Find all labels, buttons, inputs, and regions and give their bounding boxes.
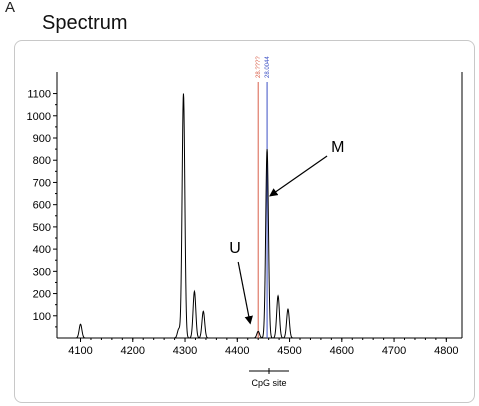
- marker-lines: 28.???? 28.0044: [256, 56, 271, 338]
- spectrum-trace: [57, 93, 462, 339]
- marker-label: 28.0044: [265, 56, 271, 78]
- y-tick-label: 200: [33, 289, 51, 301]
- y-tick-label: 800: [33, 155, 51, 167]
- x-tick-label: 4200: [121, 345, 145, 357]
- chart-title: Spectrum: [42, 12, 128, 34]
- spectrum-line: [57, 93, 462, 339]
- annotation-m: M: [331, 139, 344, 156]
- x-tick-label: 4400: [225, 345, 249, 357]
- y-tick-label: 100: [33, 311, 51, 323]
- y-axis-ticks: 100 200 300 400 500 600 700 800 900 1000 1100: [27, 89, 57, 328]
- y-tick-label: 1100: [27, 89, 51, 101]
- y-tick-label: 700: [33, 177, 51, 189]
- x-tick-label: 4700: [382, 345, 406, 357]
- x-tick-label: 4800: [434, 345, 458, 357]
- x-tick-label: 4600: [330, 345, 354, 357]
- annotation-u: U: [229, 240, 241, 257]
- cpg-bracket: CpG site: [249, 368, 289, 388]
- bracket-label: CpG site: [251, 378, 286, 388]
- x-tick-label: 4300: [173, 345, 197, 357]
- chart-axes: [56, 72, 463, 339]
- x-axis-ticks: 4100 4200 4300 4400 4500 4600 4700 4800: [68, 338, 459, 357]
- panel-letter: A: [5, 0, 16, 16]
- annotation-u-arrow: [237, 261, 253, 325]
- y-tick-label: 1000: [27, 111, 51, 123]
- y-tick-label: 600: [33, 200, 51, 212]
- annotation-m-arrow: [269, 155, 328, 197]
- y-tick-label: 400: [33, 244, 51, 256]
- y-tick-label: 900: [33, 133, 51, 145]
- x-tick-label: 4100: [68, 345, 92, 357]
- annotations: UM: [229, 139, 344, 325]
- x-tick-label: 4500: [277, 345, 301, 357]
- y-tick-label: 500: [33, 222, 51, 234]
- y-tick-label: 300: [33, 266, 51, 278]
- chart-frame: [14, 40, 475, 403]
- marker-label: 28.????: [256, 56, 262, 78]
